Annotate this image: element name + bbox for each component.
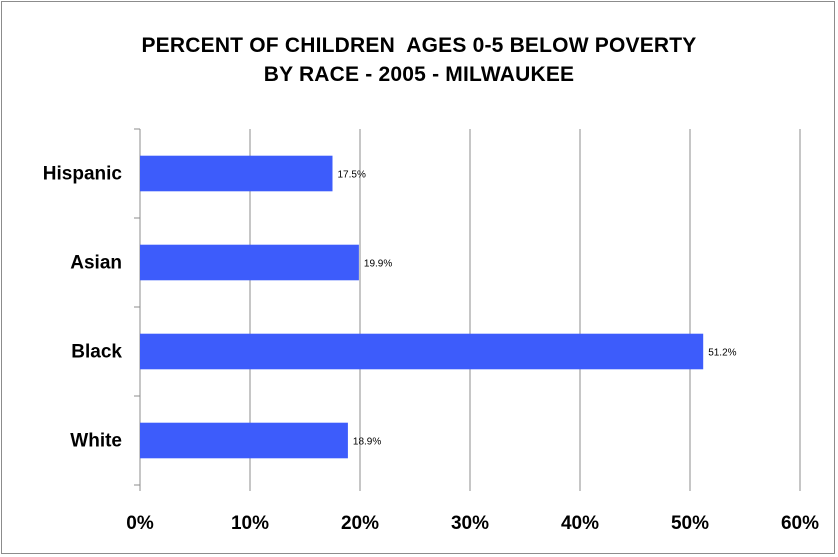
category-label-white: White: [70, 431, 122, 452]
x-tick-label-4: 40%: [561, 513, 599, 534]
x-tick-label-1: 10%: [231, 513, 269, 534]
x-tick-label-5: 50%: [671, 513, 709, 534]
bar-asian: [140, 244, 359, 281]
data-label-black: 51.2%: [708, 348, 736, 359]
chart-title-line-1: PERCENT OF CHILDREN AGES 0-5 BELOW POVER…: [141, 34, 697, 57]
data-label-white: 18.9%: [353, 437, 381, 448]
data-label-asian: 19.9%: [364, 259, 392, 270]
x-tick-label-2: 20%: [341, 513, 379, 534]
category-label-hispanic: Hispanic: [43, 164, 123, 185]
bar-hispanic: [140, 155, 333, 192]
category-label-black: Black: [71, 342, 122, 363]
data-label-hispanic: 17.5%: [338, 170, 366, 181]
x-tick-label-0: 0%: [126, 513, 154, 534]
bar-white: [140, 422, 348, 459]
x-tick-label-3: 30%: [451, 513, 489, 534]
bar-black: [140, 333, 704, 370]
chart-title-line-2: BY RACE - 2005 - MILWAUKEE: [263, 63, 575, 86]
x-tick-label-6: 60%: [781, 513, 819, 534]
category-label-asian: Asian: [70, 253, 122, 274]
